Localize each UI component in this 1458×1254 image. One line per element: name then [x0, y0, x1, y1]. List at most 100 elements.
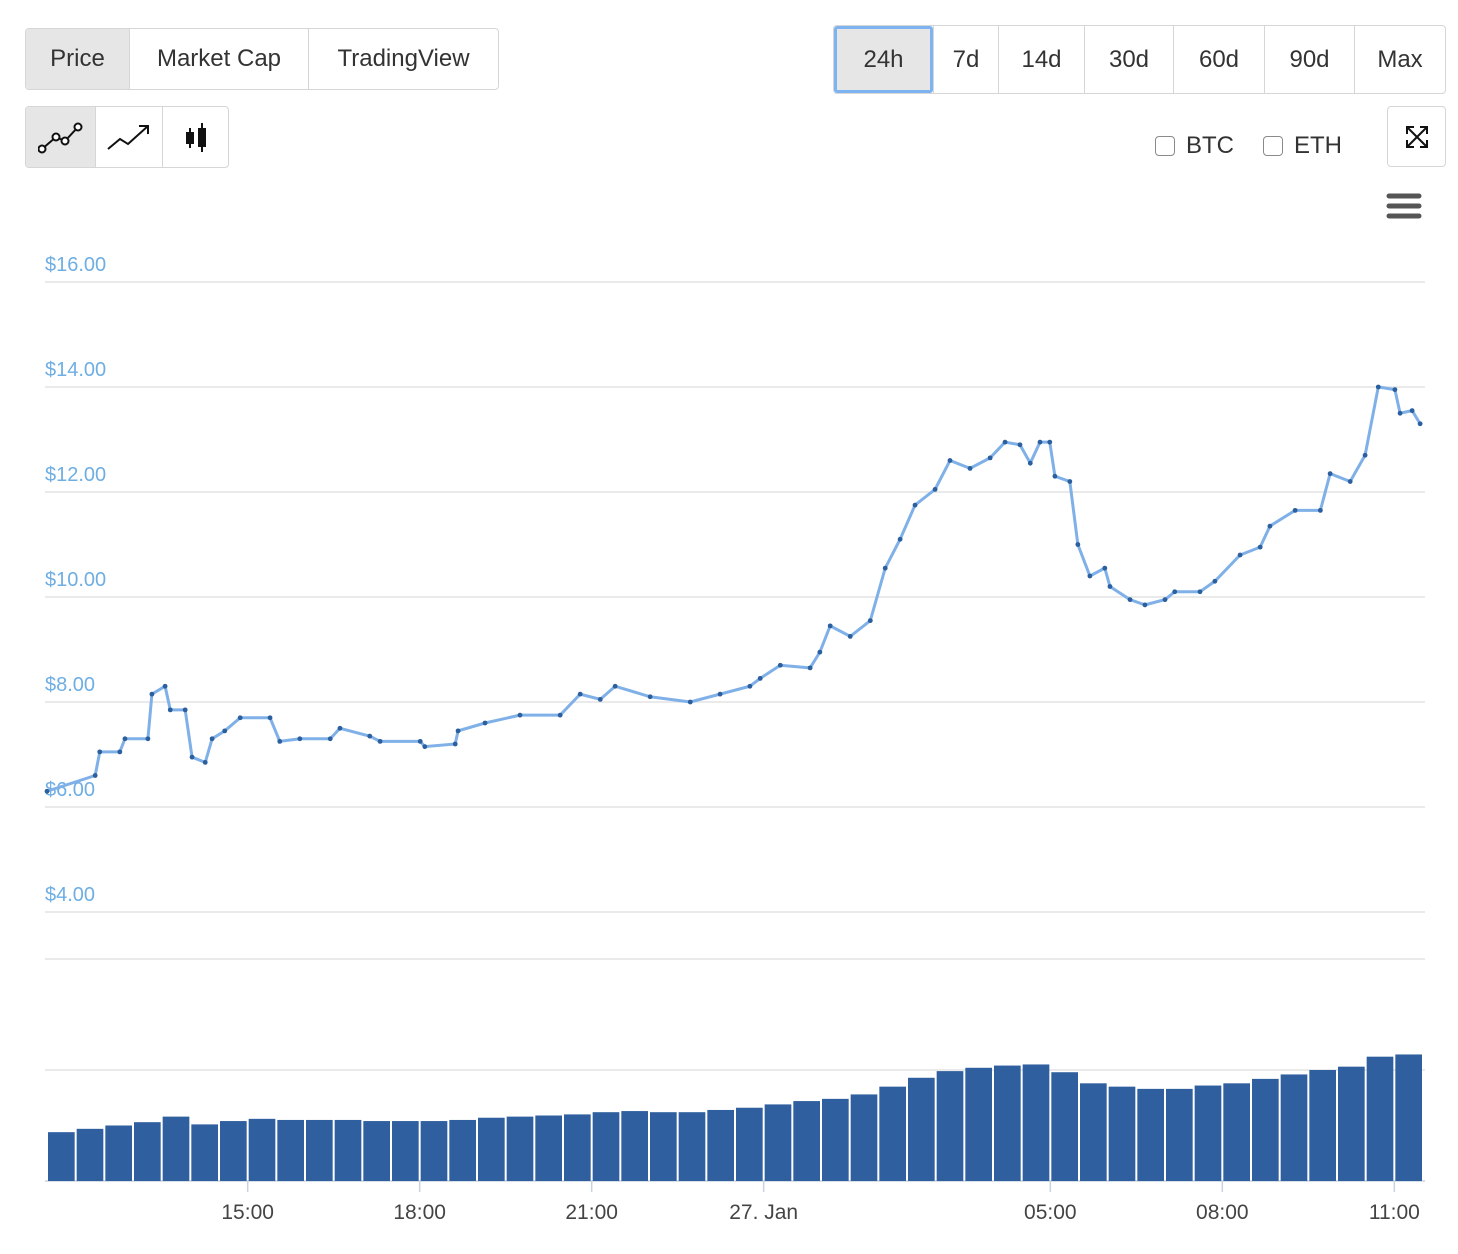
volume-bar [162, 1116, 190, 1181]
price-point [777, 662, 783, 668]
price-point [1067, 479, 1073, 484]
price-point [827, 623, 833, 629]
volume-bar [678, 1112, 706, 1181]
volume-bar [1252, 1078, 1279, 1181]
y-tick-label: $8.00 [45, 674, 95, 696]
price-point [209, 736, 215, 742]
price-point [1017, 442, 1023, 448]
price-point [577, 691, 583, 697]
price-point [1075, 542, 1081, 547]
volume-bar [420, 1121, 448, 1181]
compare-option[interactable]: ETH [1263, 132, 1342, 160]
volume-bar [392, 1121, 419, 1181]
price-point [597, 696, 603, 702]
fullscreen-button[interactable] [1387, 106, 1446, 167]
volume-bar [908, 1077, 935, 1181]
price-point [1197, 589, 1203, 595]
tab[interactable]: Price [26, 29, 129, 89]
price-point [327, 736, 333, 742]
icon [107, 125, 149, 150]
compare-option[interactable]: BTC [1155, 132, 1234, 160]
price-point [757, 675, 763, 681]
price-point [117, 749, 123, 755]
price-point [1375, 384, 1381, 390]
y-tick-label: $10.00 [45, 569, 106, 591]
price-point [1409, 408, 1415, 414]
volume-bar [334, 1119, 362, 1181]
price-point [337, 725, 343, 731]
price-point [167, 707, 173, 713]
volume-bar [879, 1086, 906, 1181]
range-button[interactable]: 24h [834, 26, 933, 93]
price-point [717, 691, 723, 697]
volume-bar [220, 1121, 247, 1181]
menu-button[interactable] [1386, 192, 1422, 220]
volume-bar [822, 1098, 849, 1181]
price-point [647, 694, 653, 700]
volume-bar [1080, 1083, 1107, 1181]
price-point [44, 788, 50, 794]
volume-bar [650, 1112, 677, 1181]
price-point [967, 465, 973, 471]
volume-bar [564, 1114, 591, 1181]
price-point [422, 744, 428, 750]
price-point [1212, 578, 1218, 584]
price-point [912, 502, 918, 508]
range-buttons: 24h 7d 14d 30d 60d 90d Max [833, 25, 1446, 94]
line-button[interactable] [95, 107, 162, 167]
price-point [1047, 439, 1053, 445]
price-point [97, 749, 103, 755]
volume-bar [506, 1116, 534, 1181]
price-point [987, 455, 993, 461]
range-button[interactable]: 14d [998, 26, 1084, 93]
volume-bar [191, 1124, 218, 1181]
tab[interactable]: TradingView [308, 29, 498, 89]
checkbox[interactable] [1263, 136, 1283, 156]
volume-bar [1338, 1066, 1365, 1181]
price-point [517, 712, 523, 718]
line-points-button[interactable] [26, 107, 95, 167]
candlestick-button[interactable] [162, 107, 228, 167]
price-point [1317, 507, 1323, 513]
volume-bar [793, 1101, 820, 1181]
range-button[interactable]: 90d [1264, 26, 1354, 93]
range-button[interactable]: 30d [1084, 26, 1173, 93]
volume-bar [994, 1065, 1021, 1181]
icon [185, 123, 206, 152]
volume-bar [1051, 1072, 1078, 1181]
price-point [1392, 387, 1398, 393]
price-point [237, 715, 243, 721]
y-tick-label: $12.00 [45, 464, 106, 486]
price-point [1327, 471, 1333, 477]
volume-bar [478, 1117, 505, 1181]
chart-style-buttons [25, 106, 229, 168]
checkbox[interactable] [1155, 136, 1175, 156]
price-point [1002, 439, 1008, 445]
volume-bar [1166, 1088, 1193, 1181]
price-point [1037, 439, 1043, 445]
price-point [222, 728, 228, 734]
price-point [377, 738, 383, 744]
price-point [1362, 452, 1368, 458]
volume-bar [76, 1128, 104, 1181]
y-tick-label: $16.00 [45, 254, 106, 276]
price-point [612, 683, 618, 689]
volume-bar [1022, 1064, 1050, 1181]
price-point [1397, 410, 1403, 416]
volume-bar [1223, 1083, 1250, 1181]
volume-bar [105, 1125, 132, 1181]
price-point [1107, 584, 1113, 589]
y-tick-label: $6.00 [45, 779, 95, 801]
tab[interactable]: Market Cap [129, 29, 308, 89]
range-button[interactable]: 7d [933, 26, 998, 93]
x-tick-label: 21:00 [565, 1201, 618, 1224]
price-point [482, 720, 488, 726]
price-point [297, 736, 303, 742]
price-point [1102, 565, 1108, 571]
range-button[interactable]: 60d [1173, 26, 1264, 93]
price-point [1417, 421, 1423, 427]
volume-bar [306, 1119, 333, 1181]
volume-bar [1280, 1074, 1308, 1181]
range-button[interactable]: Max [1354, 26, 1445, 93]
